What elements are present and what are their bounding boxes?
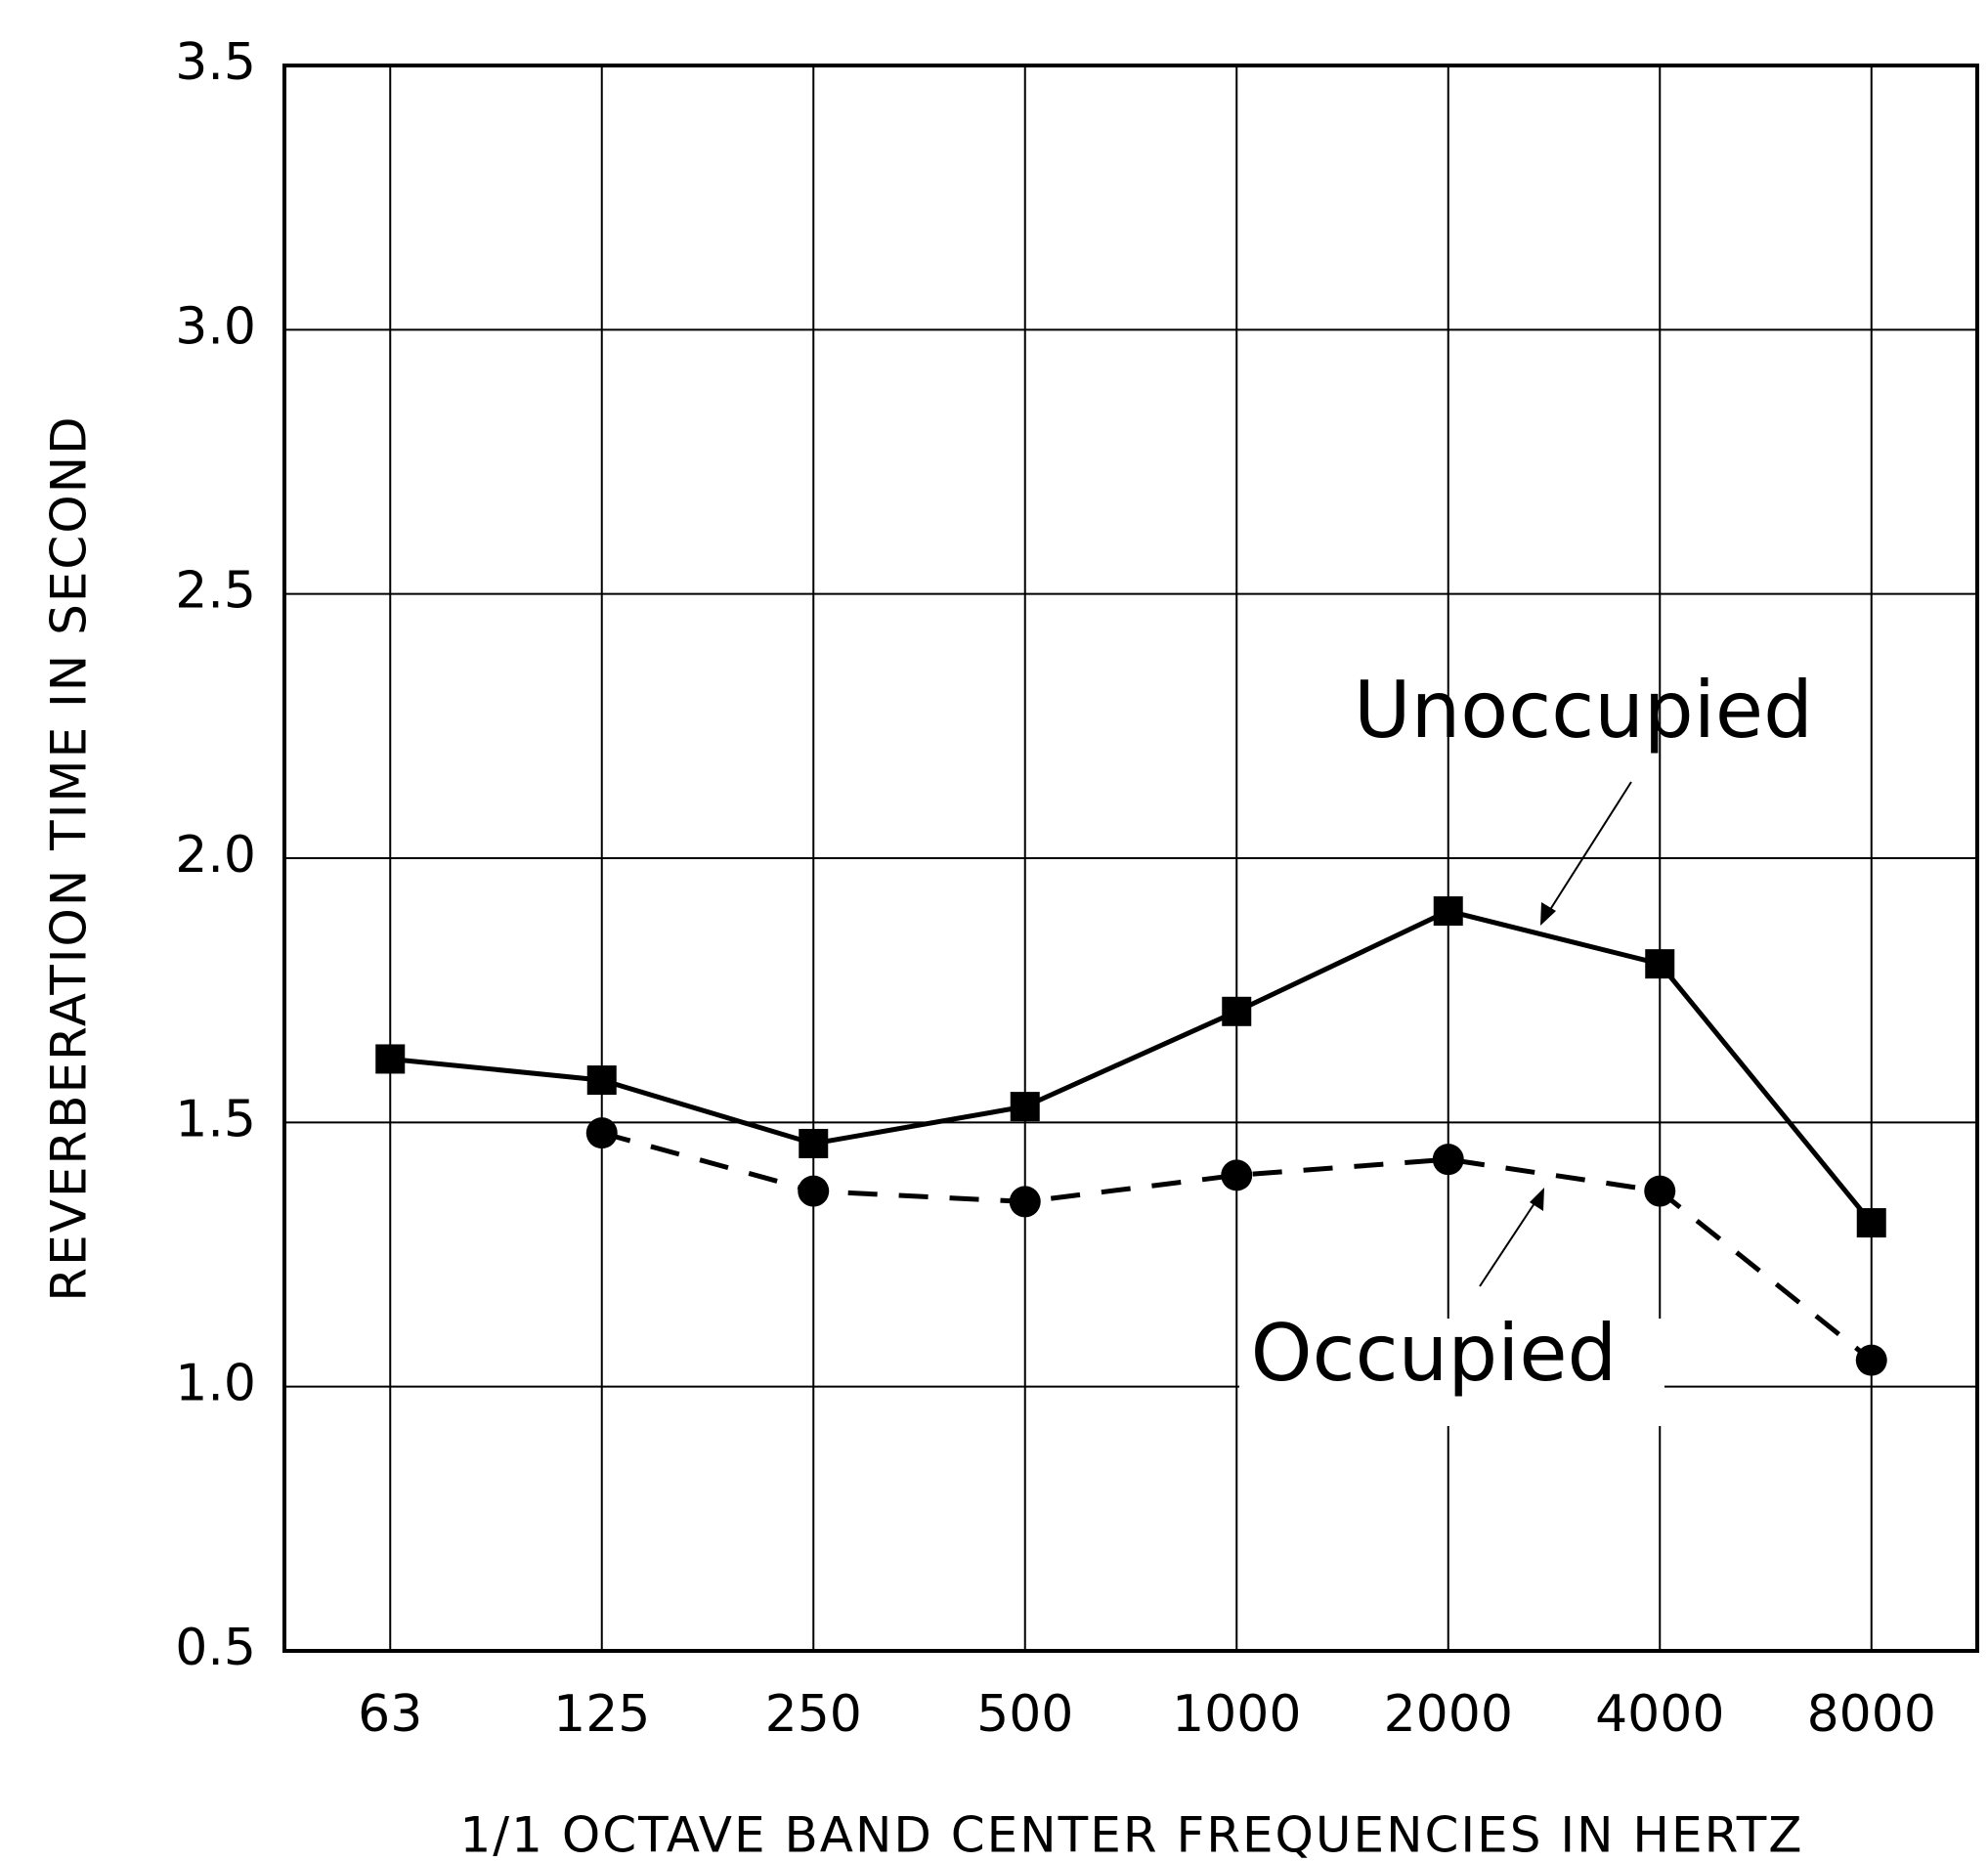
y-tick-label: 2.0 [175, 826, 256, 885]
point [799, 1128, 829, 1158]
x-tick-label: 4000 [1595, 1685, 1724, 1744]
series-label: Unoccupied [1354, 665, 1813, 756]
point [1222, 996, 1252, 1026]
point [1010, 1092, 1040, 1122]
point [1221, 1159, 1253, 1191]
point [1432, 1144, 1464, 1176]
point [375, 1044, 406, 1074]
point [1855, 1344, 1887, 1376]
grid [284, 65, 1977, 1652]
y-tick-label: 3.0 [175, 297, 256, 356]
x-axis-title: 1/1 OCTAVE BAND CENTER FREQUENCIES IN HE… [459, 1807, 1803, 1862]
y-tick-label: 1.5 [175, 1090, 256, 1148]
x-tick-label: 2000 [1384, 1685, 1513, 1744]
point [1009, 1186, 1041, 1218]
plot-frame [282, 64, 1979, 1653]
point [1433, 896, 1463, 927]
point [585, 1117, 618, 1149]
point [1644, 1175, 1676, 1207]
point [798, 1175, 830, 1207]
series-label: Occupied [1251, 1308, 1618, 1399]
arrow [1479, 1196, 1539, 1287]
x-tick-label: 63 [358, 1685, 422, 1744]
arrow-head [1530, 1188, 1544, 1211]
marks [375, 896, 1887, 1376]
arrow [1545, 781, 1632, 917]
x-tick-label: 125 [553, 1685, 650, 1744]
y-tick-label: 3.5 [175, 33, 256, 92]
arrow-head [1540, 902, 1556, 926]
point [586, 1065, 617, 1096]
y-tick-label: 2.5 [175, 562, 256, 621]
y-tick-label: 1.0 [175, 1355, 256, 1413]
label-background [1239, 1319, 1664, 1426]
series-line [390, 908, 1874, 1225]
x-tick-label: 250 [765, 1685, 862, 1744]
y-tick-label: 0.5 [175, 1619, 256, 1677]
x-tick-label: 8000 [1807, 1685, 1936, 1744]
y-axis-title: REVERBERATION TIME IN SECOND [41, 414, 98, 1301]
x-tick-label: 1000 [1172, 1685, 1301, 1744]
x-tick-label: 500 [976, 1685, 1073, 1744]
point [1645, 949, 1675, 979]
point [1856, 1208, 1886, 1238]
